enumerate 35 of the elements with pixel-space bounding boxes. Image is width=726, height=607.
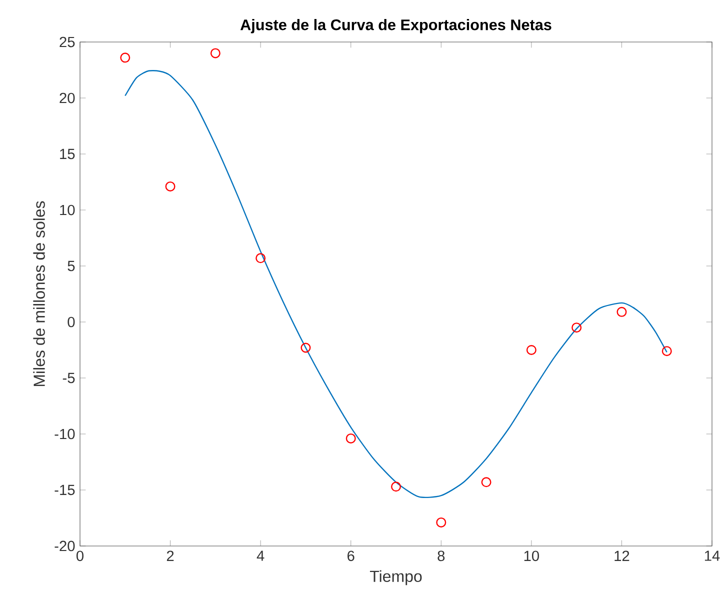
x-tick-label: 14 xyxy=(704,550,720,561)
x-tick-label: 8 xyxy=(438,550,445,562)
point xyxy=(300,342,311,353)
point xyxy=(391,482,401,492)
point xyxy=(346,433,356,444)
y-tick-label: 0 xyxy=(68,316,75,328)
point xyxy=(616,306,627,317)
y-axis-title: Miles de millones de soles xyxy=(33,201,45,386)
x-axis-title: Tiempo xyxy=(370,570,422,586)
point xyxy=(210,48,220,58)
point xyxy=(165,181,176,192)
x-tick-label: 2 xyxy=(166,550,174,561)
x-tick-label: 4 xyxy=(256,550,264,561)
y-tick-label: -10 xyxy=(54,428,75,440)
y-tick-label: -5 xyxy=(62,372,75,384)
point xyxy=(120,52,130,63)
y-tick-label: 25 xyxy=(60,36,75,48)
y-tick-label: 5 xyxy=(68,260,75,272)
point xyxy=(256,253,266,264)
line-series xyxy=(124,70,668,498)
y-tick-label: 10 xyxy=(60,204,75,216)
point xyxy=(481,477,492,488)
x-tick-label: 10 xyxy=(524,550,539,562)
x-tick-label: 0 xyxy=(76,550,84,562)
y-tick-label: -15 xyxy=(54,484,75,496)
y-tick-label: 20 xyxy=(60,92,75,104)
y-tick-label: -20 xyxy=(54,540,75,552)
x-tick-label: 12 xyxy=(614,550,630,561)
point xyxy=(436,517,446,528)
point xyxy=(526,344,536,355)
y-tick-label: 15 xyxy=(60,148,75,160)
x-tick-label: 6 xyxy=(348,550,354,562)
point xyxy=(572,322,582,333)
chart-title: Ajuste de la Curva de Exportaciones Netas xyxy=(240,19,552,34)
point xyxy=(662,346,672,356)
